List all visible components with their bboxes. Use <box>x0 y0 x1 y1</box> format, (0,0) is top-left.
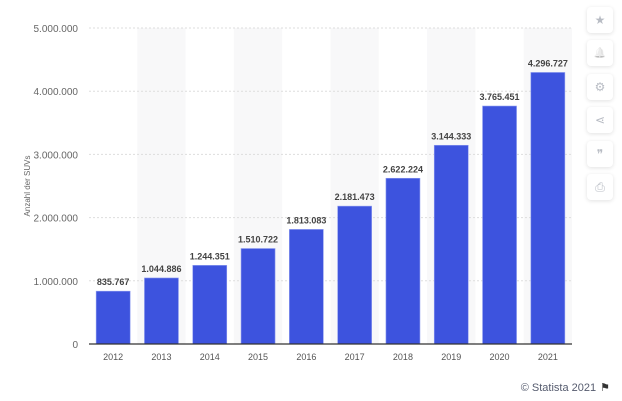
y-tick-label: 1.000.000 <box>34 277 79 288</box>
x-tick-label: 2013 <box>151 352 171 362</box>
bar-2021 <box>530 72 566 345</box>
data-label: 3.765.451 <box>480 92 520 102</box>
y-tick-label: 2.000.000 <box>34 214 79 225</box>
y-axis-label: Anzahl der SUVs <box>23 156 32 217</box>
y-tick-label: 0 <box>72 340 78 351</box>
y-tick-label: 3.000.000 <box>34 150 79 161</box>
quote-icon: ❞ <box>596 146 604 161</box>
y-tick-label: 5.000.000 <box>34 24 79 35</box>
bar-2016 <box>289 229 324 345</box>
bar-2018 <box>385 177 421 345</box>
settings-button[interactable]: ⚙ <box>587 73 613 100</box>
x-tick-label: 2018 <box>393 352 413 362</box>
x-tick-label: 2015 <box>248 352 268 362</box>
data-label: 4.296.727 <box>528 58 568 68</box>
x-tick-label: 2019 <box>441 352 461 362</box>
x-tick-label: 2020 <box>490 352 510 362</box>
bar-chart: 0 1.000.000 2.000.000 3.000.000 4.000.000 5.0… <box>23 24 572 362</box>
y-tick-label: 4.000.000 <box>34 87 79 98</box>
flag-icon[interactable]: ⚑ <box>600 382 610 394</box>
star-icon: ★ <box>594 13 606 27</box>
bar-2019 <box>433 144 469 345</box>
bar-2015 <box>240 248 276 345</box>
printer-icon: ⎙ <box>595 179 605 194</box>
data-label: 1.510.722 <box>238 235 278 245</box>
copyright-text[interactable]: © Statista 2021 <box>520 381 597 394</box>
gear-icon: ⚙ <box>594 79 606 94</box>
bar-2020 <box>482 105 517 345</box>
share-button[interactable]: ⋖ <box>587 107 613 134</box>
print-button[interactable]: ⎙ <box>587 174 613 200</box>
data-label: 3.144.333 <box>431 131 471 141</box>
share-icon: ⋖ <box>594 113 606 128</box>
x-tick-label: 2014 <box>200 352 220 362</box>
data-label: 1.244.351 <box>190 251 230 261</box>
bell-icon: 🔔 <box>593 47 607 59</box>
data-label: 2.622.224 <box>383 164 423 174</box>
x-tick-label: 2012 <box>103 352 123 362</box>
bar-2012 <box>95 290 131 345</box>
x-tick-label: 2021 <box>538 352 558 362</box>
notification-button[interactable]: 🔔 <box>587 40 613 67</box>
bar-2013 <box>144 277 179 345</box>
bar-2014 <box>192 265 228 345</box>
favorite-button[interactable]: ★ <box>587 7 613 33</box>
data-label: 835.767 <box>97 277 130 287</box>
footer: © Statista 2021 ⚑ <box>520 381 610 395</box>
x-tick-label: 2017 <box>345 352 365 362</box>
data-label: 1.044.886 <box>141 264 181 274</box>
data-label: 1.813.083 <box>286 215 326 225</box>
x-tick-label: 2016 <box>296 352 316 362</box>
data-label: 2.181.473 <box>335 192 375 202</box>
bar-2017 <box>337 205 372 345</box>
cite-button[interactable]: ❞ <box>587 140 613 167</box>
